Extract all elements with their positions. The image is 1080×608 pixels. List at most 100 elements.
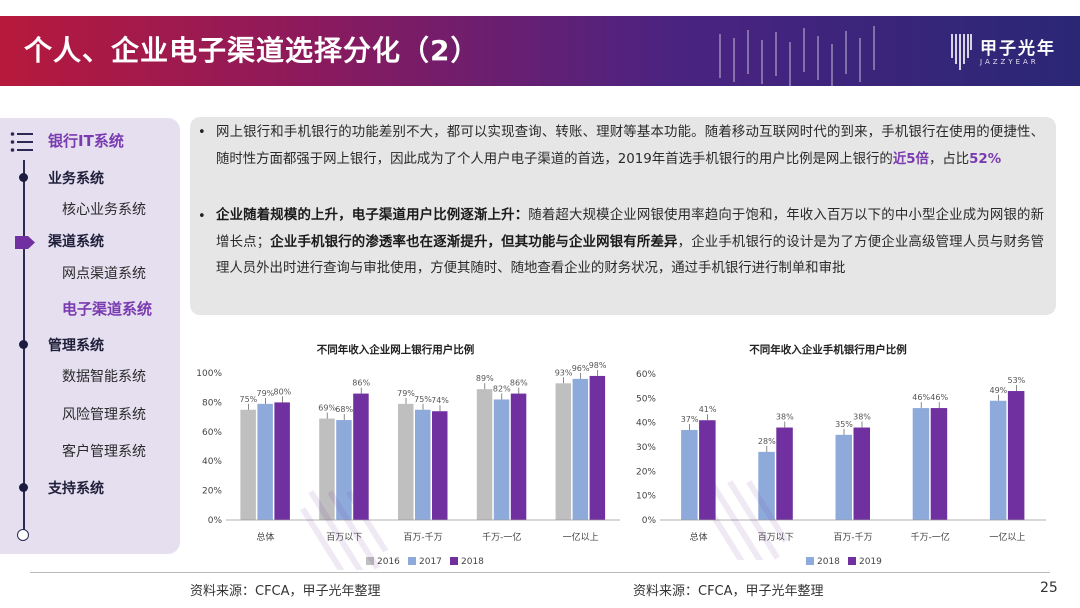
timeline-dot (19, 173, 28, 182)
bar-2016 (240, 409, 256, 520)
sidebar-item-customer-management[interactable]: 客户管理系统 (62, 444, 146, 460)
menu-list-icon[interactable] (10, 131, 34, 153)
legend-label: 2018 (817, 557, 840, 567)
timeline-end-dot (17, 529, 29, 541)
legend-label: 2017 (419, 557, 442, 567)
sidebar-heading[interactable]: 银行IT系统 (48, 132, 124, 150)
x-tick-label: 一亿以上 (989, 531, 1025, 543)
chart-title: 不同年收入企业手机银行用户比例 (749, 343, 907, 356)
bar-2016 (319, 418, 335, 520)
brand-mark-icon (951, 34, 972, 70)
bar-2019 (776, 427, 793, 520)
bar-2017 (493, 399, 510, 520)
y-tick-label: 100% (196, 369, 222, 379)
bar-2019 (1007, 391, 1025, 520)
p2-bold-mobile: 企业手机银行的渗透率也在逐渐提升，但其功能与企业网银有所差异 (270, 234, 678, 250)
bar-2018 (589, 375, 606, 520)
y-tick-label: 20% (636, 467, 656, 477)
bar-2017 (572, 378, 589, 520)
x-tick-label: 一亿以上 (563, 531, 599, 543)
sidebar-item-data-intelligence[interactable]: 数据智能系统 (62, 369, 146, 385)
bar-2018 (681, 429, 698, 520)
chart-title: 不同年收入企业网上银行用户比例 (317, 343, 475, 356)
bar-2018 (353, 393, 369, 520)
data-label: 86% (510, 379, 528, 388)
y-tick-label: 40% (202, 457, 222, 467)
sidebar-section-support[interactable]: 支持系统 (48, 481, 104, 497)
brand-subname: JAZZYEAR (980, 58, 1039, 66)
p2-bold-lead: 企业随着规模的上升，电子渠道用户比例逐渐上升： (216, 208, 529, 223)
y-tick-label: 50% (636, 394, 656, 404)
bullet-icon: • (198, 125, 206, 140)
chart-mobile-banking: 不同年收入企业手机银行用户比例 0% 10% 20% 30% 40% 50% 60% 37%41… (636, 343, 1046, 567)
bar-2018 (989, 400, 1007, 520)
data-label: 89% (476, 374, 494, 383)
bar-2018 (510, 393, 527, 520)
data-label: 35% (835, 420, 853, 429)
p1-highlight-share: 52% (969, 151, 1002, 167)
y-tick-label: 60% (202, 428, 222, 438)
brand-name: 甲子光年 (980, 39, 1056, 59)
y-tick-label: 60% (636, 370, 656, 380)
sidebar-item-core-business[interactable]: 核心业务系统 (62, 202, 146, 218)
bar-2016 (555, 383, 572, 520)
sidebar-section-channel[interactable]: 渠道系统 (48, 234, 104, 250)
y-tick-label: 10% (636, 492, 656, 502)
sidebar-item-branch-channel[interactable]: 网点渠道系统 (62, 266, 146, 282)
data-label: 74% (431, 396, 449, 405)
bar-2019 (930, 408, 948, 520)
data-label: 38% (853, 413, 871, 422)
legend-label: 2016 (377, 557, 400, 567)
p1-text: 网上银行和手机银行的功能差别不大，都可以实现查询、转账、理财等基本功能。随着移动… (216, 125, 1044, 167)
legend-swatch (848, 557, 856, 565)
x-tick-label: 百万-千万 (833, 532, 872, 543)
sidebar-section-business[interactable]: 业务系统 (48, 171, 104, 187)
bar-2019 (853, 427, 870, 520)
bar-2018 (912, 408, 930, 520)
sidebar-item-electronic-channel[interactable]: 电子渠道系统 (62, 300, 153, 318)
brand-logo: 甲子光年 JAZZYEAR (950, 30, 1060, 74)
data-label: 69% (318, 404, 336, 413)
data-label: 53% (1008, 376, 1026, 385)
data-label: 37% (681, 415, 699, 424)
p2-text: 随着超大规模企业网银使用率趋向于饱和，年收入百万以下的中小型企业成为网银的新增长… (216, 208, 1044, 250)
page-number: 25 (1040, 580, 1058, 596)
data-label: 96% (572, 364, 590, 373)
data-label: 28% (758, 437, 776, 446)
timeline-dot (19, 340, 28, 349)
legend-swatch (806, 557, 814, 565)
y-tick-label: 40% (636, 419, 656, 429)
data-label: 98% (589, 361, 607, 370)
sidebar-section-management[interactable]: 管理系统 (48, 338, 104, 354)
summary-textbox: • 网上银行和手机银行的功能差别不大，都可以实现查询、转账、理财等基本功能。随着… (190, 117, 1056, 315)
x-tick-label: 千万-一亿 (482, 531, 521, 543)
active-section-flag-icon (15, 236, 35, 249)
y-tick-label: 80% (202, 398, 222, 408)
header-banner (0, 16, 1080, 86)
data-label: 86% (352, 379, 370, 388)
bar-2017 (257, 403, 273, 520)
source-note-left: 资料来源：CFCA，甲子光年整理 (190, 584, 381, 599)
y-tick-label: 20% (202, 487, 222, 497)
sidebar-item-risk-management[interactable]: 风险管理系统 (62, 407, 146, 423)
data-label: 79% (397, 389, 415, 398)
x-tick-label: 百万以下 (758, 532, 794, 543)
legend-swatch (366, 557, 374, 565)
x-tick-label: 总体 (256, 531, 274, 543)
data-label: 93% (555, 368, 573, 377)
x-tick-label: 百万以下 (326, 532, 362, 543)
legend-label: 2018 (461, 557, 484, 567)
data-label: 79% (257, 389, 275, 398)
bar-2018 (758, 451, 775, 520)
data-label: 49% (990, 386, 1008, 395)
source-note-right: 资料来源：CFCA，甲子光年整理 (633, 584, 824, 599)
data-label: 41% (699, 405, 717, 414)
footer-divider (30, 572, 1050, 573)
data-label: 82% (493, 384, 511, 393)
p1-highlight-multiple: 近5倍 (892, 151, 929, 167)
timeline-dot (19, 483, 28, 492)
p1-text-share: ，占比 (928, 151, 970, 167)
data-label: 80% (274, 387, 292, 396)
bar-2017 (336, 420, 352, 520)
bar-2018 (274, 402, 290, 520)
